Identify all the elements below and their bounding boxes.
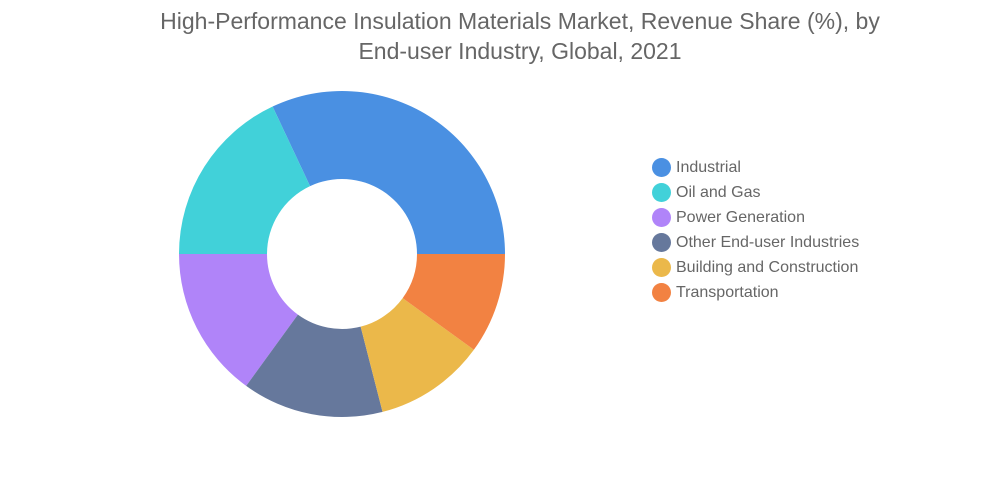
legend-label-power-generation: Power Generation (676, 208, 805, 226)
slice-power-generation[interactable] (179, 254, 298, 386)
legend-item-other-end-user-industries[interactable]: Other End-user Industries (652, 230, 859, 255)
chart-title-line-1: High-Performance Insulation Materials Ma… (160, 8, 880, 34)
slice-building-and-construction[interactable] (360, 298, 474, 412)
slice-oil-and-gas[interactable] (179, 106, 311, 255)
legend-label-industrial: Industrial (676, 158, 741, 176)
chart-title: High-Performance Insulation Materials Ma… (100, 6, 940, 66)
legend-swatch-industrial (652, 158, 671, 177)
slice-transportation[interactable] (402, 254, 505, 350)
slice-industrial[interactable] (272, 90, 505, 255)
legend-label-oil-and-gas: Oil and Gas (676, 183, 761, 201)
chart-title-line-2: End-user Industry, Global, 2021 (358, 38, 682, 64)
legend-item-industrial[interactable]: Industrial (652, 155, 859, 180)
slice-other-end-user-industries[interactable] (246, 314, 383, 417)
legend-label-transportation: Transportation (676, 283, 779, 301)
legend-item-power-generation[interactable]: Power Generation (652, 205, 859, 230)
legend-label-other-end-user-industries: Other End-user Industries (676, 233, 860, 251)
legend-swatch-other-end-user-industries (652, 233, 671, 252)
legend-label-building-and-construction: Building and Construction (676, 258, 859, 276)
legend-item-building-and-construction[interactable]: Building and Construction (652, 255, 859, 280)
legend-item-oil-and-gas[interactable]: Oil and Gas (652, 180, 859, 205)
legend-item-transportation[interactable]: Transportation (652, 280, 859, 305)
legend-swatch-building-and-construction (652, 258, 671, 277)
chart-legend: Industrial Oil and Gas Power Generation Oth… (652, 155, 859, 305)
legend-swatch-power-generation (652, 208, 671, 227)
legend-swatch-transportation (652, 283, 671, 302)
legend-swatch-oil-and-gas (652, 183, 671, 202)
